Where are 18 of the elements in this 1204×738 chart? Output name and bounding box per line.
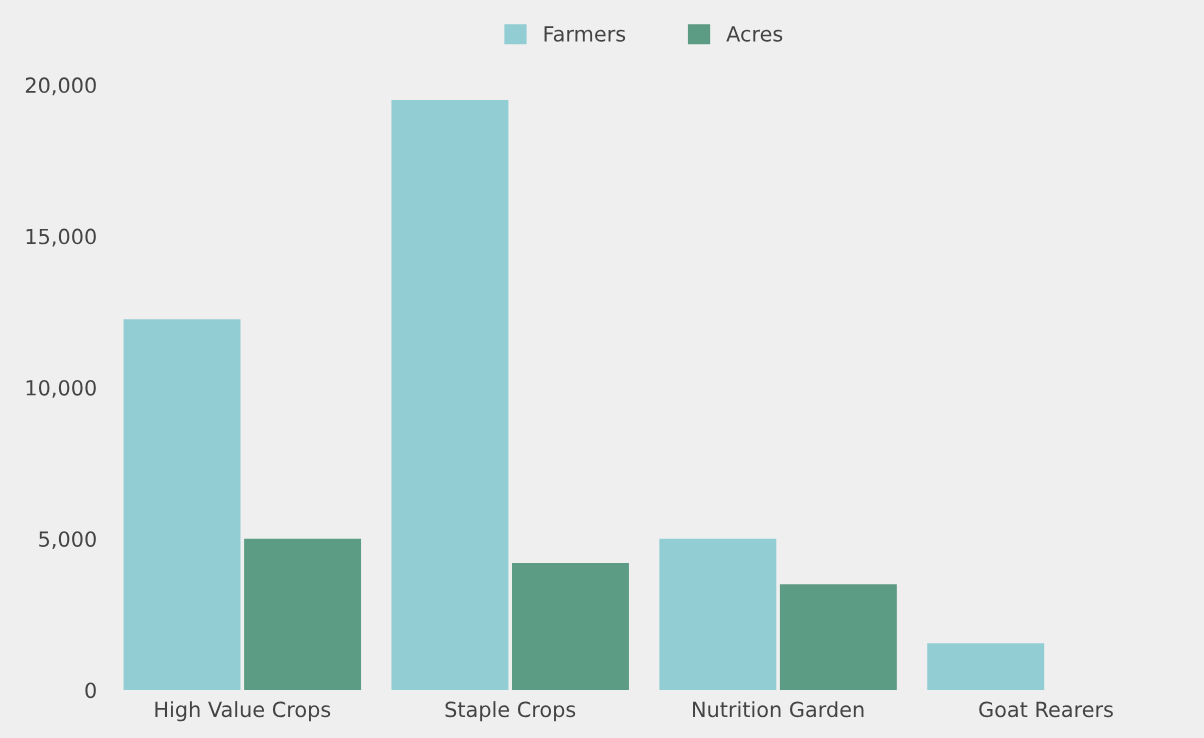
y-tick-label: 20,000 [25,77,96,96]
bar [659,538,777,691]
bar [391,100,509,691]
bar [123,319,241,691]
y-tick-label: 15,000 [26,228,96,247]
bar [512,562,629,691]
legend-label: Farmers [544,26,626,42]
legend-label: Acres [726,26,783,42]
y-tick-label: 0 [85,682,96,699]
bar [244,538,362,691]
y-tick-label: 10,000 [26,379,96,398]
x-tick-label: Goat Rearers [979,701,1113,718]
x-tick-label: Nutrition Garden [693,701,864,718]
bar [927,643,1045,691]
x-tick-label: Staple Crops [445,701,576,722]
bar [779,584,897,691]
y-tick-label: 5,000 [39,531,96,550]
x-tick-label: High Value Crops [155,701,331,722]
